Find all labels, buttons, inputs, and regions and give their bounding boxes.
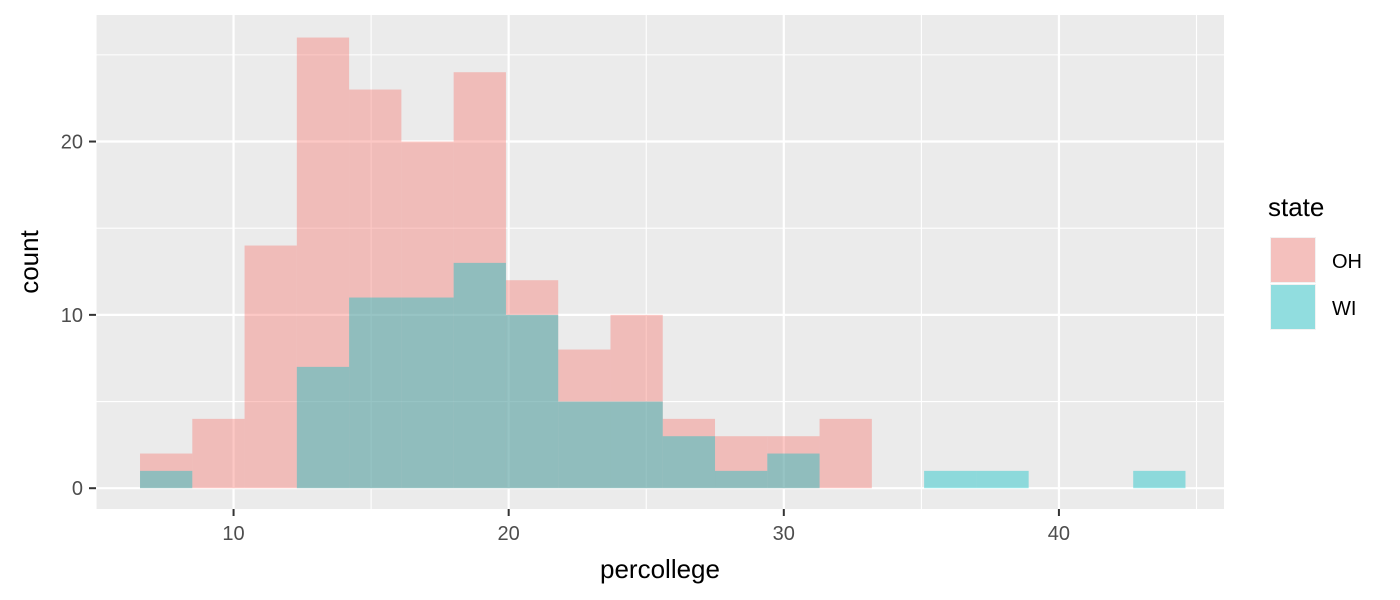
bar-oh xyxy=(192,418,245,489)
bar-oh xyxy=(662,418,716,489)
legend-label-oh: OH xyxy=(1332,251,1362,273)
bar-oh xyxy=(140,453,193,489)
bar-wi xyxy=(296,366,350,489)
bar-wi xyxy=(140,470,193,489)
x-tick-label: 30 xyxy=(773,523,795,545)
y-tick-label: 20 xyxy=(61,132,83,154)
bar-oh xyxy=(349,89,402,489)
bar-oh xyxy=(453,72,506,489)
legend-key-bg xyxy=(1270,284,1316,330)
y-tick-label: 10 xyxy=(61,305,83,327)
plot-panel xyxy=(96,15,1224,509)
legend-key-bg xyxy=(1270,237,1316,283)
bar-wi xyxy=(401,297,454,489)
legend: state OH WI xyxy=(1268,192,1362,330)
bar-wi xyxy=(1133,470,1186,489)
histogram-bars xyxy=(140,37,1186,489)
x-tick-label: 40 xyxy=(1048,523,1070,545)
bar-oh xyxy=(610,314,663,489)
bar-oh xyxy=(767,436,820,489)
legend-key-oh xyxy=(1271,238,1315,282)
major-gridlines xyxy=(96,15,1224,509)
legend-items: OH WI xyxy=(1270,237,1362,330)
y-tick-label: 0 xyxy=(72,478,83,500)
x-tick-label: 10 xyxy=(222,523,244,545)
legend-key-wi xyxy=(1271,285,1315,329)
y-axis-title: count xyxy=(14,229,44,293)
bar-oh xyxy=(505,280,559,489)
bar-wi xyxy=(767,453,820,489)
bar-wi xyxy=(558,401,611,489)
bar-wi xyxy=(662,436,716,489)
bar-oh xyxy=(558,349,611,489)
bar-oh xyxy=(819,418,872,489)
bar-wi xyxy=(349,297,402,489)
bar-oh xyxy=(296,37,350,489)
bar-oh xyxy=(244,245,297,489)
bar-oh xyxy=(715,436,768,489)
bar-wi xyxy=(715,470,768,489)
minor-gridlines xyxy=(95,15,1224,509)
x-tick-label: 20 xyxy=(498,523,520,545)
legend-title: state xyxy=(1268,192,1324,222)
axes: 10 20 30 40 0 10 20 xyxy=(61,132,1070,545)
x-axis-title: percollege xyxy=(600,554,720,584)
bar-wi xyxy=(610,401,663,489)
legend-label-wi: WI xyxy=(1332,298,1356,320)
bar-wi xyxy=(453,262,506,489)
bar-wi xyxy=(505,314,559,489)
bar-wi xyxy=(976,470,1029,489)
bar-oh xyxy=(401,141,454,489)
bar-wi xyxy=(924,470,977,489)
